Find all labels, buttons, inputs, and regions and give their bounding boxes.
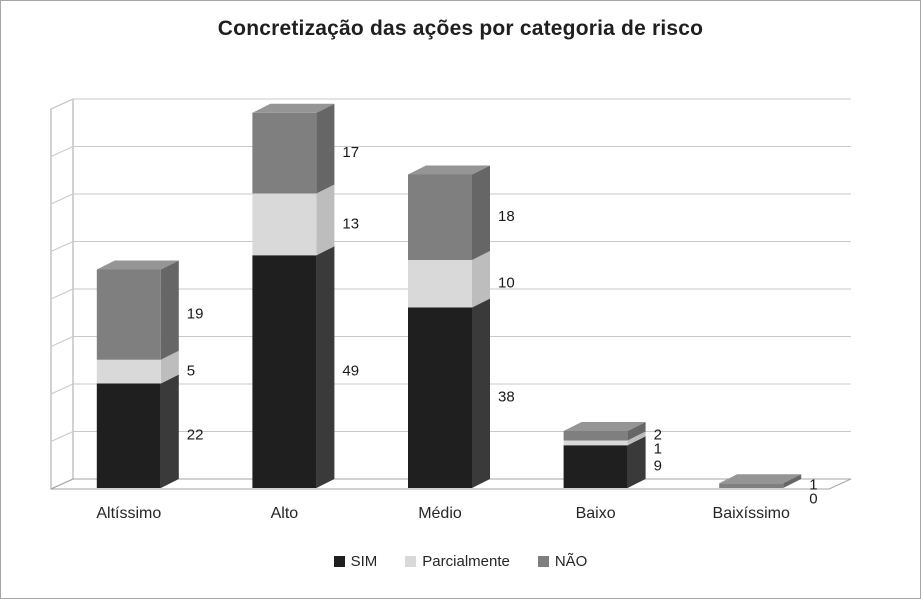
bar-side-Alto-NÃO: [316, 103, 335, 194]
bar-side-Alto-SIM: [316, 246, 335, 488]
data-label-Médio-Parcialmente: 10: [498, 275, 515, 292]
gridline-wall-segment: [50, 98, 74, 110]
bar-segment-Baixo-NÃO: [563, 431, 628, 441]
bar-side-Médio-Parcialmente: [472, 251, 490, 308]
data-label-Alto-Parcialmente: 13: [342, 215, 359, 232]
chart-title: Concretização das ações por categoria de…: [217, 17, 704, 40]
data-label-Baixo-SIM: 9: [654, 458, 662, 475]
bar-segment-Altíssimo-Parcialmente: [96, 359, 161, 384]
bar-side-Alto-Parcialmente: [316, 184, 335, 256]
bar-segment-Baixo-Parcialmente: [563, 440, 628, 446]
gridline-wall-segment: [50, 193, 74, 205]
category-label-Baixíssimo: Baixíssimo: [713, 505, 790, 522]
legend-swatch-1: [405, 556, 417, 567]
data-label-Altíssimo-SIM: 22: [187, 427, 204, 444]
data-label-Baixo-Parcialmente: 1: [654, 441, 662, 458]
bar-top-Médio: [408, 165, 490, 175]
bar-side-Médio-SIM: [472, 298, 490, 488]
legend-label-2: NÃO: [554, 553, 588, 570]
legend-swatch-0: [333, 556, 345, 567]
bar-side-Baixo-SIM: [627, 436, 646, 488]
bar-segment-Alto-Parcialmente: [252, 193, 317, 256]
data-label-Altíssimo-Parcialmente: 5: [187, 363, 195, 380]
bar-segment-Altíssimo-NÃO: [96, 269, 161, 360]
data-label-Altíssimo-NÃO: 19: [187, 306, 204, 323]
gridline-wall-segment: [50, 431, 74, 442]
data-label-Baixo-NÃO: 2: [654, 427, 662, 444]
legend-item-2: NÃO: [537, 553, 588, 570]
gridline-wall-segment: [50, 336, 74, 347]
bar-segment-Médio-SIM: [408, 307, 472, 488]
data-label-Baixíssimo-NÃO: 1: [809, 477, 817, 494]
bar-segment-Médio-NÃO: [408, 174, 472, 260]
legend-label-1: Parcialmente: [422, 553, 510, 570]
bar-segment-Alto-NÃO: [252, 112, 317, 194]
chart-legend: SIM Parcialmente NÃO: [1, 553, 920, 570]
data-label-Alto-SIM: 49: [342, 363, 359, 380]
bar-side-Altíssimo-Parcialmente: [160, 350, 179, 384]
category-label-Altíssimo: Altíssimo: [96, 505, 161, 522]
bar-top-Baixíssimo: [719, 474, 802, 484]
legend-swatch-2: [537, 556, 549, 567]
bar-side-Baixíssimo-NÃO: [783, 474, 802, 488]
data-label-Médio-NÃO: 18: [498, 208, 515, 225]
bar-top-Altíssimo: [96, 260, 179, 270]
bar-segment-Alto-SIM: [252, 255, 317, 488]
legend-item-1: Parcialmente: [405, 553, 510, 570]
bar-side-Altíssimo-NÃO: [160, 260, 179, 360]
bar-top-Baixo: [563, 422, 646, 431]
bar-segment-Altíssimo-SIM: [96, 383, 161, 488]
legend-label-0: SIM: [350, 553, 378, 570]
category-label-Baixo: Baixo: [576, 505, 616, 522]
category-label-Médio: Médio: [418, 505, 462, 522]
bar-side-Médio-NÃO: [472, 165, 490, 260]
data-label-Baixíssimo-SIM: 0: [809, 491, 817, 508]
bar-side-Baixo-NÃO: [627, 422, 646, 441]
data-label-Médio-SIM: 38: [498, 389, 515, 406]
gridline-wall-segment: [50, 383, 74, 395]
bar-segment-Baixo-SIM: [563, 445, 628, 488]
bar-top-Alto: [252, 103, 335, 113]
category-label-Alto: Alto: [271, 505, 299, 522]
legend-item-0: SIM: [333, 553, 378, 570]
gridline-wall-segment: [50, 288, 74, 300]
data-label-Alto-NÃO: 17: [342, 144, 359, 161]
gridline-wall-segment: [50, 146, 74, 157]
bar-side-Altíssimo-SIM: [160, 374, 179, 488]
bar-segment-Médio-Parcialmente: [408, 260, 472, 308]
bar-side-Baixo-Parcialmente: [627, 431, 646, 446]
gridline-wall-segment: [50, 241, 74, 252]
bar-segment-Baixíssimo-NÃO: [719, 483, 784, 488]
